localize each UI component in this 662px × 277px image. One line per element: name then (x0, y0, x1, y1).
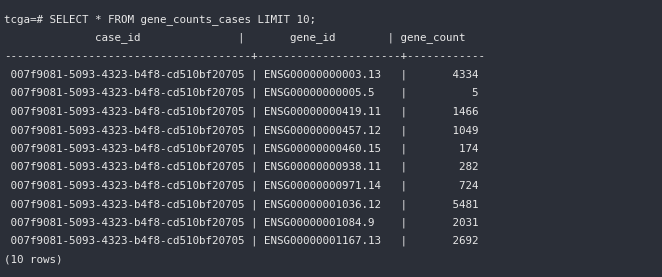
Text: 007f9081-5093-4323-b4f8-cd510bf20705 | ENSG00000000938.11   |        282: 007f9081-5093-4323-b4f8-cd510bf20705 | E… (4, 162, 479, 173)
Text: 007f9081-5093-4323-b4f8-cd510bf20705 | ENSG00000001084.9    |       2031: 007f9081-5093-4323-b4f8-cd510bf20705 | E… (4, 217, 479, 228)
Text: 007f9081-5093-4323-b4f8-cd510bf20705 | ENSG00000000460.15   |        174: 007f9081-5093-4323-b4f8-cd510bf20705 | E… (4, 143, 479, 154)
Text: case_id               |       gene_id        | gene_count: case_id | gene_id | gene_count (4, 32, 465, 43)
Text: --------------------------------------+----------------------+------------: --------------------------------------+-… (4, 51, 485, 61)
Text: 007f9081-5093-4323-b4f8-cd510bf20705 | ENSG00000000457.12   |       1049: 007f9081-5093-4323-b4f8-cd510bf20705 | E… (4, 125, 479, 135)
Text: 007f9081-5093-4323-b4f8-cd510bf20705 | ENSG00000001167.13   |       2692: 007f9081-5093-4323-b4f8-cd510bf20705 | E… (4, 236, 479, 247)
Text: 007f9081-5093-4323-b4f8-cd510bf20705 | ENSG00000000005.5    |          5: 007f9081-5093-4323-b4f8-cd510bf20705 | E… (4, 88, 479, 99)
Text: 007f9081-5093-4323-b4f8-cd510bf20705 | ENSG00000000003.13   |       4334: 007f9081-5093-4323-b4f8-cd510bf20705 | E… (4, 70, 479, 80)
Text: 007f9081-5093-4323-b4f8-cd510bf20705 | ENSG00000001036.12   |       5481: 007f9081-5093-4323-b4f8-cd510bf20705 | E… (4, 199, 479, 209)
Text: 007f9081-5093-4323-b4f8-cd510bf20705 | ENSG00000000419.11   |       1466: 007f9081-5093-4323-b4f8-cd510bf20705 | E… (4, 106, 479, 117)
Text: 007f9081-5093-4323-b4f8-cd510bf20705 | ENSG00000000971.14   |        724: 007f9081-5093-4323-b4f8-cd510bf20705 | E… (4, 181, 479, 191)
Text: (10 rows): (10 rows) (4, 255, 62, 265)
Text: tcga=# SELECT * FROM gene_counts_cases LIMIT 10;: tcga=# SELECT * FROM gene_counts_cases L… (4, 14, 316, 25)
